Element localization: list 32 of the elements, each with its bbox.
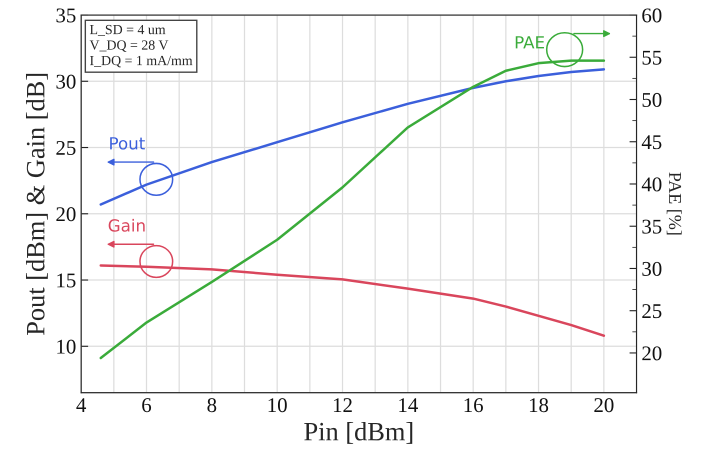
y-tick-label: 20: [56, 207, 76, 222]
y-tick-label: 10: [57, 340, 76, 354]
y-tick-label: 25: [56, 140, 76, 155]
y2-tick-label: 40: [642, 177, 662, 192]
x-tick-label: 6: [142, 398, 152, 412]
x-tick-label: 10: [268, 398, 287, 412]
y2-tick-label: 60: [642, 8, 662, 22]
legend-label: PAE: [516, 36, 544, 48]
x-tick-label: 20: [594, 398, 614, 412]
x-tick-label: 18: [530, 398, 548, 412]
y-tick-label: 30: [56, 74, 76, 89]
x-axis-title: Pin [dBm]: [304, 422, 412, 444]
x-tick-label: 12: [334, 398, 352, 412]
y2-tick-label: 20: [642, 346, 662, 360]
y2-axis-title: PAE [%]: [666, 172, 682, 235]
y-tick-label: 35: [56, 8, 76, 22]
y2-tick-label: 35: [642, 220, 662, 234]
y2-tick-label: 55: [642, 50, 662, 65]
annotation: L_SD = 4 um V_DQ = 28 V I_DQ = 1 mA/mm: [90, 24, 192, 68]
x-tick-label: 4: [76, 398, 86, 412]
y2-tick-label: 25: [642, 304, 662, 318]
text: Gain: [108, 218, 145, 232]
y-tick-label: 15: [57, 274, 76, 288]
text: Pout: [110, 137, 145, 150]
line-series: [100, 68, 606, 206]
y2-tick-label: 50: [642, 92, 662, 107]
x-tick-label: 8: [207, 398, 216, 412]
y2-tick-label: 30: [642, 262, 662, 276]
y2-tick-label: 45: [642, 135, 662, 150]
y-axis-title: Pout [dBm] & Gain [dB]: [26, 74, 48, 336]
x-tick-label: 14: [399, 398, 418, 412]
x-tick-label: 16: [464, 398, 483, 412]
